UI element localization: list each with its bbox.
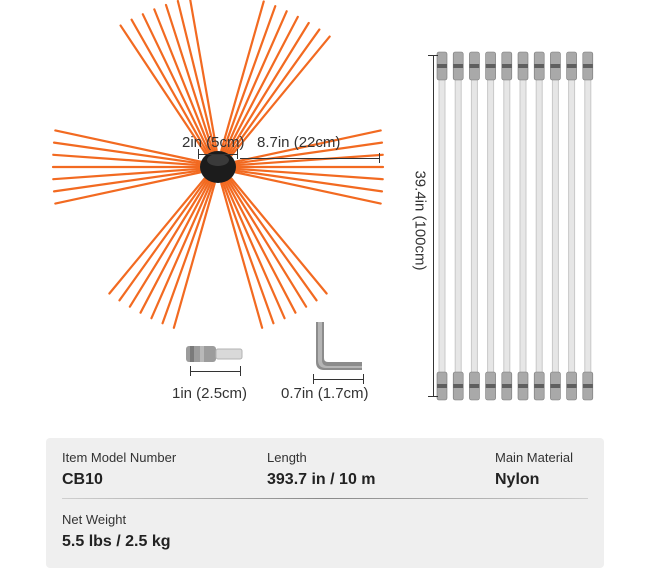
- rod: [533, 51, 545, 401]
- bristle-strand: [139, 180, 211, 314]
- rod: [485, 51, 496, 401]
- rod: [452, 51, 464, 401]
- bristle-strand: [234, 129, 382, 163]
- spec-model-title: Item Model Number: [62, 450, 177, 465]
- rod: [566, 51, 577, 401]
- bristle-strand: [220, 0, 265, 152]
- bristle-strand: [54, 171, 202, 205]
- spec-model-value: CB10: [62, 471, 103, 488]
- rod-length-line: [433, 55, 434, 397]
- rod: [582, 51, 594, 401]
- hub-width-line: [198, 154, 238, 155]
- connector-length-label: 1in (2.5cm): [172, 385, 248, 402]
- bristle-strand: [130, 18, 209, 155]
- wrench-size-line: [313, 379, 363, 380]
- bristle-strand: [221, 181, 275, 325]
- spec-length-title: Length: [267, 450, 307, 465]
- bristle-strand: [234, 169, 384, 193]
- spec-weight-title: Net Weight: [62, 512, 127, 527]
- spec-length: Length 393.7 in / 10 m: [267, 450, 376, 489]
- bristle-strand: [153, 8, 213, 154]
- spec-material: Main Material Nylon: [495, 450, 573, 489]
- bristle-strand: [223, 10, 288, 154]
- spec-weight-value: 5.5 lbs / 2.5 kg: [62, 533, 171, 550]
- spec-model: Item Model Number CB10: [62, 450, 176, 489]
- spec-material-value: Nylon: [495, 471, 540, 488]
- bristle-strand: [176, 0, 216, 153]
- bristle-strand: [128, 179, 209, 308]
- bristle-strand: [189, 0, 218, 152]
- spec-divider: [62, 498, 588, 499]
- bristle-strand: [108, 177, 206, 295]
- bristle-strand: [164, 3, 215, 153]
- bristle-strand: [234, 153, 384, 167]
- bristle-strand: [234, 167, 384, 181]
- bristle-length-line: [240, 158, 380, 159]
- bristle-strand: [234, 171, 382, 205]
- spec-panel: Item Model Number CB10 Length 393.7 in /…: [46, 438, 604, 568]
- bristle-strand: [228, 28, 321, 156]
- bristle-strand: [52, 141, 202, 165]
- bristle-strand: [52, 169, 202, 193]
- rod: [469, 51, 480, 401]
- bristle-strand: [227, 21, 310, 155]
- spec-length-value: 393.7 in / 10 m: [267, 471, 376, 488]
- bristle-strand: [230, 177, 328, 295]
- bristle-strand: [227, 179, 308, 308]
- bristle-strand: [220, 182, 264, 329]
- brush-bristles: [51, 0, 385, 329]
- connector-illustration: [186, 346, 243, 362]
- bristle-strand: [119, 24, 208, 156]
- rods-illustration: [436, 51, 594, 401]
- spec-material-title: Main Material: [495, 450, 574, 465]
- bristle-strand: [172, 182, 216, 329]
- bristle-strand: [228, 178, 318, 302]
- wrench-size-label: 0.7in (1.7cm): [281, 385, 369, 402]
- bristle-strand: [225, 15, 299, 154]
- bristle-strand: [52, 167, 202, 181]
- rod: [501, 51, 513, 401]
- bristle-strand: [161, 181, 215, 325]
- bristle-strand: [118, 178, 208, 302]
- spec-weight: Net Weight 5.5 lbs / 2.5 kg: [62, 512, 171, 551]
- bristle-strand: [52, 153, 202, 167]
- bristle-strand: [223, 180, 286, 320]
- bristle-strand: [221, 5, 277, 153]
- bristle-strand: [54, 129, 202, 163]
- bristle-strand: [234, 141, 384, 165]
- bristle-strand: [141, 13, 211, 154]
- rod-length-label: 39.4in (100cm): [411, 170, 429, 271]
- rod: [436, 51, 448, 401]
- connector-length-line: [190, 371, 240, 372]
- rod: [517, 51, 529, 401]
- hub-width-label: 2in (5cm): [182, 134, 245, 151]
- brush-head-illustration: [51, 0, 385, 329]
- rod: [550, 51, 561, 401]
- bristle-strand: [225, 180, 297, 314]
- bristle-strand: [150, 180, 213, 320]
- hex-wrench-illustration: [316, 322, 362, 370]
- bristle-strand: [230, 35, 331, 157]
- bristle-length-label: 8.7in (22cm): [257, 134, 341, 151]
